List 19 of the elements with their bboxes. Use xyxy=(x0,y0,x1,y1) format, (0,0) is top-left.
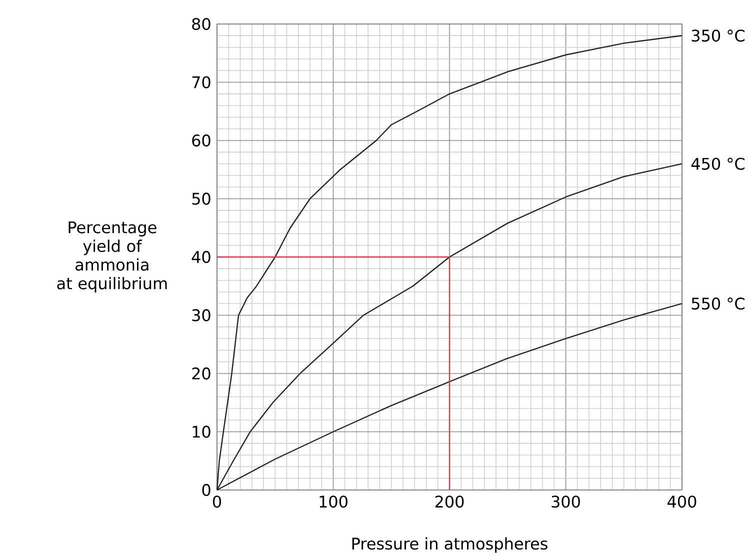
x-tick-label: 400 xyxy=(668,496,696,508)
series-label: 450 °C xyxy=(691,158,745,170)
series-label: 550 °C xyxy=(692,298,745,310)
y-tick-label: 20 xyxy=(192,367,210,380)
series-label: 350 °C xyxy=(692,30,745,42)
y-tick-label: 10 xyxy=(192,426,210,438)
x-axis-title: Pressure in atmospheres xyxy=(352,537,548,553)
y-tick-label: 50 xyxy=(192,192,210,205)
x-tick-label: 0 xyxy=(212,496,222,508)
y-tick-label: 70 xyxy=(192,76,210,88)
y-tick-label: 60 xyxy=(192,134,210,147)
y-tick-label: 0 xyxy=(202,484,210,496)
y-tick-label: 30 xyxy=(192,309,210,322)
y-axis-title: Percentage yield of ammonia at equilibrium xyxy=(57,221,167,292)
x-tick-label: 300 xyxy=(552,496,580,508)
x-tick-label: 200 xyxy=(435,496,464,508)
y-tick-label: 80 xyxy=(192,18,210,30)
y-tick-label: 40 xyxy=(192,250,210,264)
x-tick-label: 100 xyxy=(320,496,348,508)
